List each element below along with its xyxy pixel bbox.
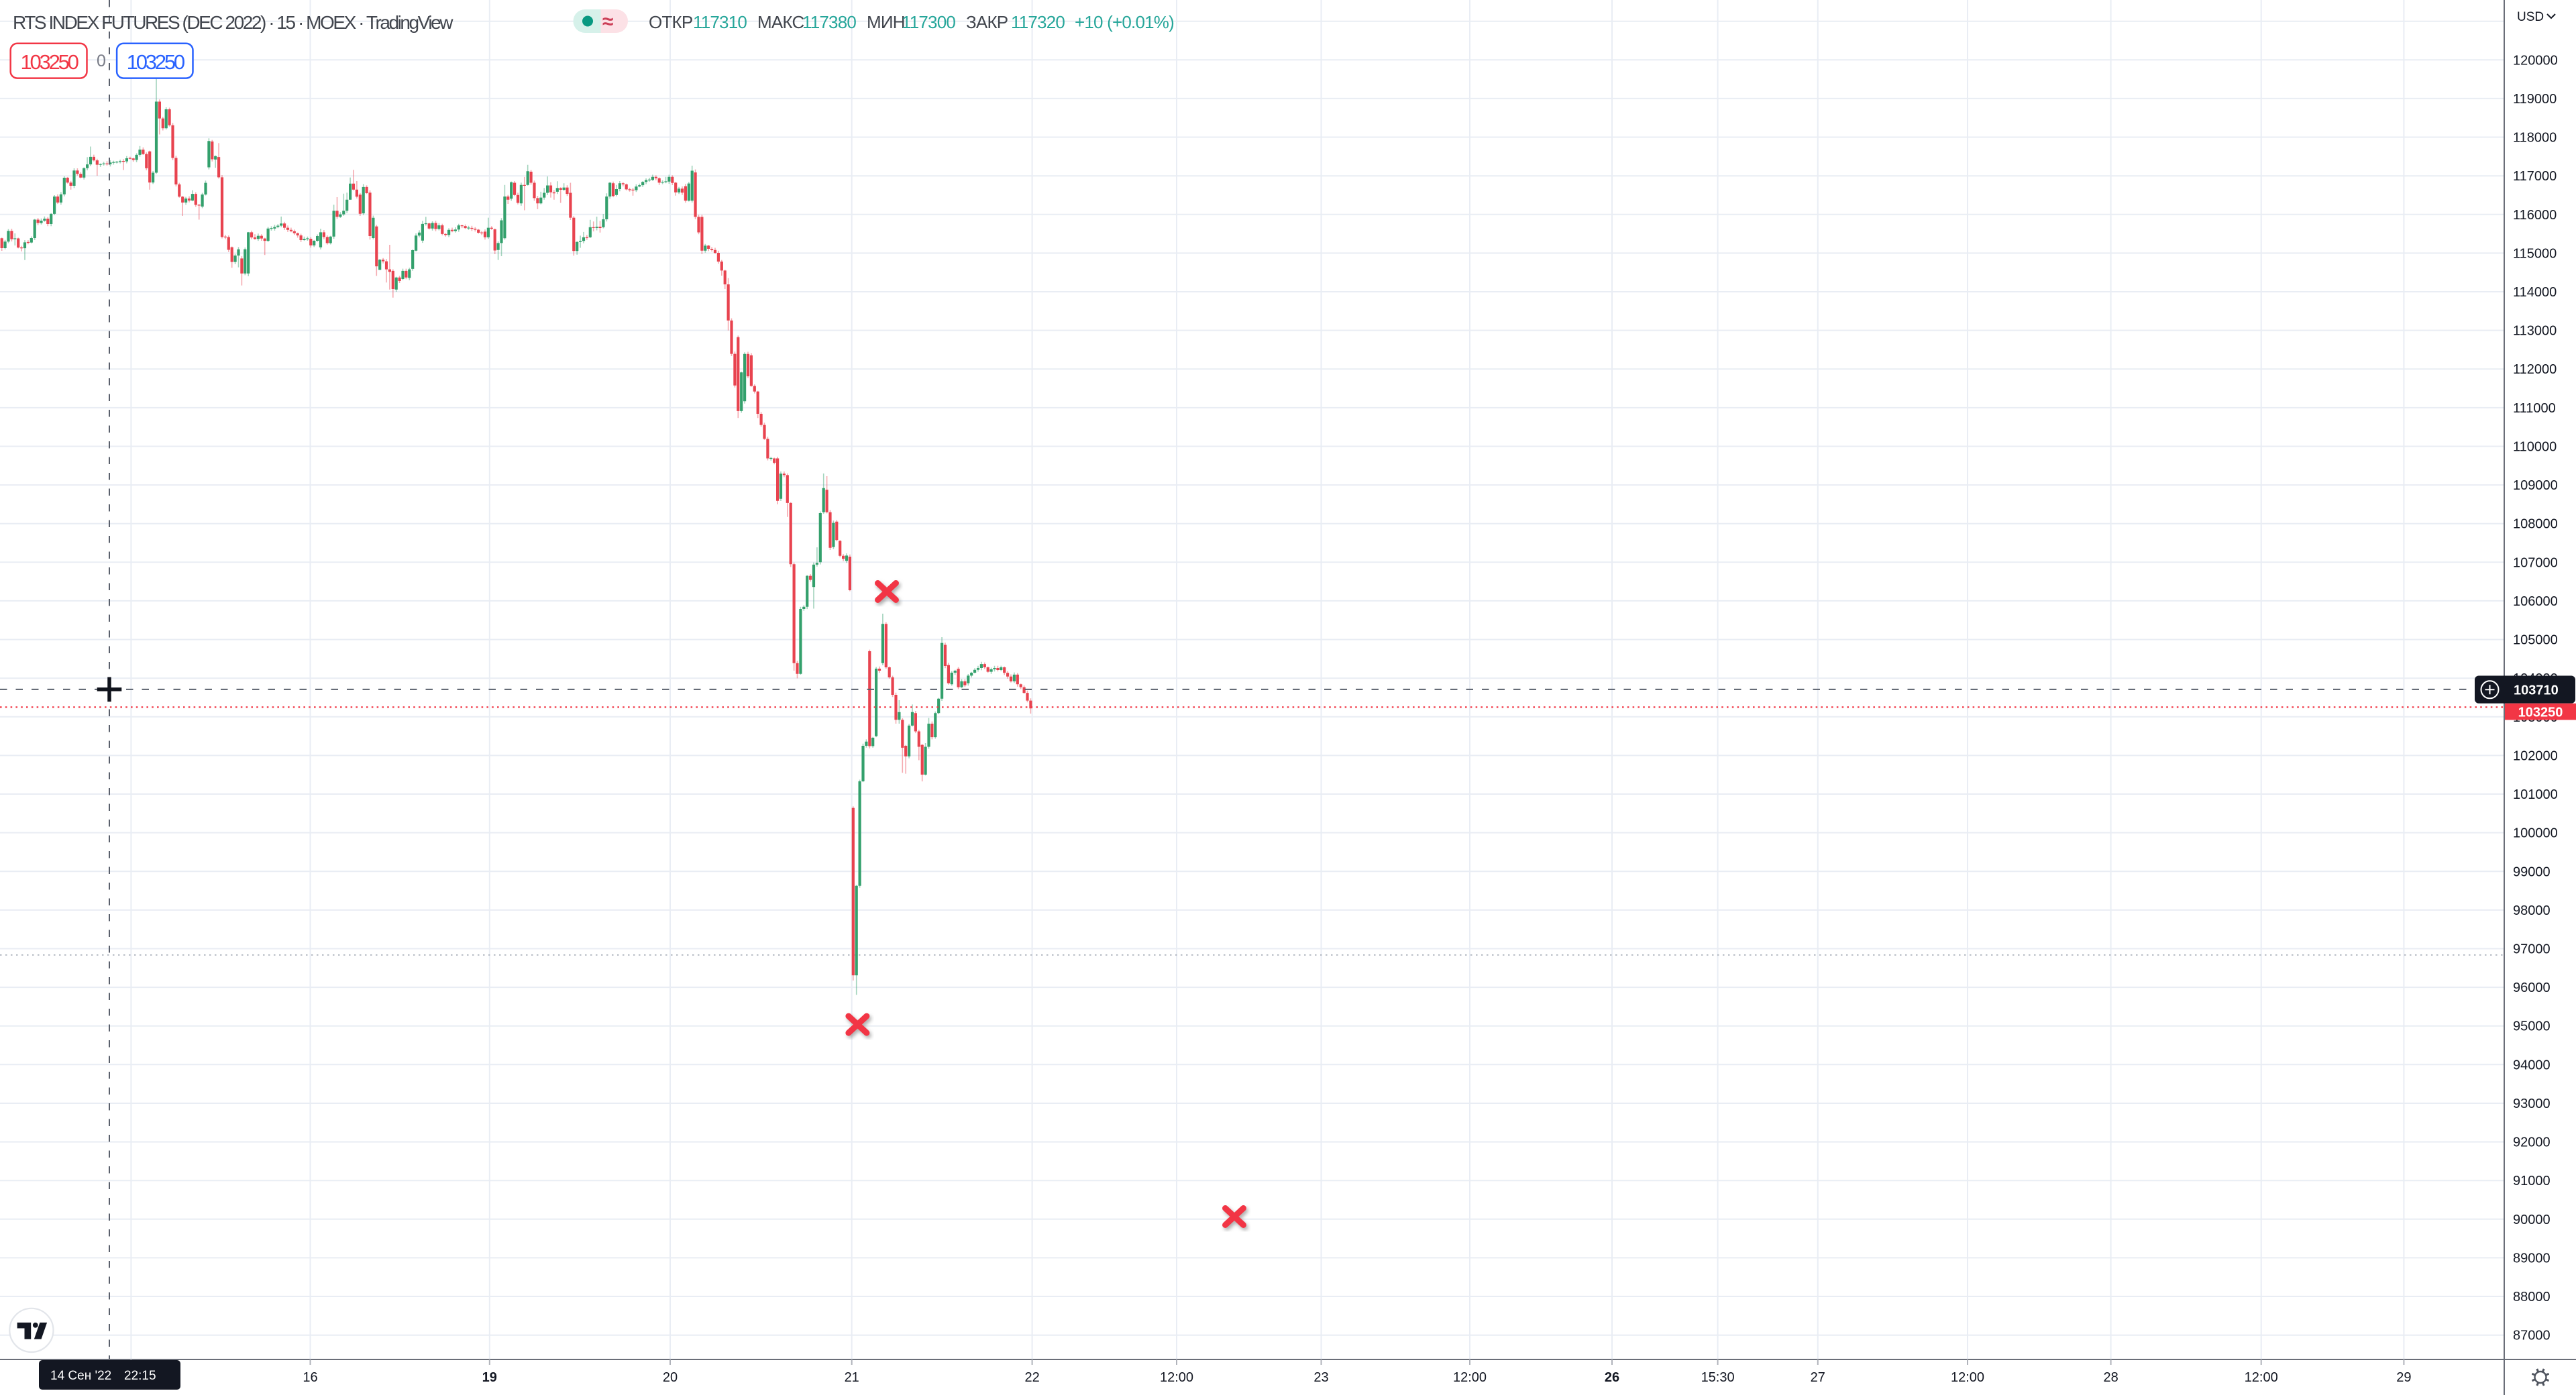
svg-text:89000: 89000 (2513, 1251, 2551, 1266)
svg-text:0: 0 (97, 52, 106, 70)
svg-text:91000: 91000 (2513, 1174, 2551, 1188)
svg-text:12:00: 12:00 (1951, 1370, 1984, 1385)
svg-text:103250: 103250 (20, 50, 78, 74)
svg-text:117000: 117000 (2513, 169, 2557, 184)
svg-text:107000: 107000 (2513, 555, 2558, 570)
svg-text:111000: 111000 (2513, 401, 2556, 416)
svg-text:22: 22 (1024, 1370, 1039, 1385)
svg-text:23: 23 (1313, 1370, 1328, 1385)
svg-text:14 Сен '22: 14 Сен '22 (50, 1369, 111, 1383)
svg-text:16: 16 (303, 1370, 317, 1385)
svg-text:22:15: 22:15 (124, 1369, 156, 1383)
svg-text:15:30: 15:30 (1701, 1370, 1735, 1385)
svg-text:118000: 118000 (2513, 131, 2557, 146)
svg-text:102000: 102000 (2513, 748, 2558, 763)
svg-text:103250: 103250 (127, 50, 185, 74)
svg-text:29: 29 (2396, 1370, 2411, 1385)
svg-text:ЗАКР: ЗАКР (966, 12, 1008, 32)
svg-text:12:00: 12:00 (2245, 1370, 2278, 1385)
svg-text:94000: 94000 (2513, 1058, 2551, 1072)
svg-text:≈: ≈ (602, 11, 613, 33)
svg-text:USD: USD (2517, 10, 2544, 24)
svg-text:ОТКР: ОТКР (649, 12, 692, 32)
svg-text:26: 26 (1605, 1370, 1619, 1385)
svg-text:103710: 103710 (2514, 683, 2559, 698)
svg-text:RTS INDEX FUTURES (DEC 2022) ·: RTS INDEX FUTURES (DEC 2022) · 15 · MOEX… (13, 12, 453, 33)
svg-text:92000: 92000 (2513, 1135, 2551, 1150)
svg-text:114000: 114000 (2513, 285, 2557, 300)
svg-text:103250: 103250 (2518, 706, 2563, 720)
svg-text:95000: 95000 (2513, 1019, 2551, 1034)
svg-text:117310: 117310 (693, 12, 747, 32)
svg-text:21: 21 (845, 1370, 859, 1385)
svg-text:119000: 119000 (2513, 92, 2557, 107)
svg-text:28: 28 (2103, 1370, 2118, 1385)
svg-text:112000: 112000 (2513, 362, 2557, 377)
svg-text:110000: 110000 (2513, 440, 2557, 455)
svg-text:98000: 98000 (2513, 903, 2551, 918)
svg-text:109000: 109000 (2513, 478, 2558, 493)
svg-text:105000: 105000 (2513, 633, 2558, 648)
svg-text:101000: 101000 (2513, 787, 2558, 802)
svg-text:117320: 117320 (1011, 12, 1065, 32)
svg-text:19: 19 (482, 1370, 497, 1385)
svg-text:96000: 96000 (2513, 981, 2551, 995)
svg-text:93000: 93000 (2513, 1097, 2551, 1111)
svg-text:27: 27 (1811, 1370, 1825, 1385)
svg-text:100000: 100000 (2513, 826, 2558, 841)
svg-text:+10 (+0.01%): +10 (+0.01%) (1075, 12, 1174, 32)
svg-text:20: 20 (663, 1370, 678, 1385)
svg-text:99000: 99000 (2513, 864, 2551, 879)
svg-text:МАКС: МАКС (757, 12, 804, 32)
svg-text:108000: 108000 (2513, 517, 2558, 532)
svg-text:12:00: 12:00 (1160, 1370, 1193, 1385)
svg-text:117380: 117380 (802, 12, 856, 32)
svg-text:88000: 88000 (2513, 1290, 2551, 1304)
svg-text:МИН: МИН (867, 12, 905, 32)
svg-text:90000: 90000 (2513, 1213, 2551, 1227)
svg-text:97000: 97000 (2513, 942, 2551, 957)
svg-text:87000: 87000 (2513, 1329, 2551, 1343)
svg-text:120000: 120000 (2513, 53, 2558, 68)
svg-text:12:00: 12:00 (1453, 1370, 1487, 1385)
svg-text:106000: 106000 (2513, 594, 2558, 609)
svg-text:116000: 116000 (2513, 208, 2557, 223)
svg-text:115000: 115000 (2513, 246, 2557, 261)
svg-text:117300: 117300 (902, 12, 955, 32)
svg-text:113000: 113000 (2513, 324, 2557, 339)
